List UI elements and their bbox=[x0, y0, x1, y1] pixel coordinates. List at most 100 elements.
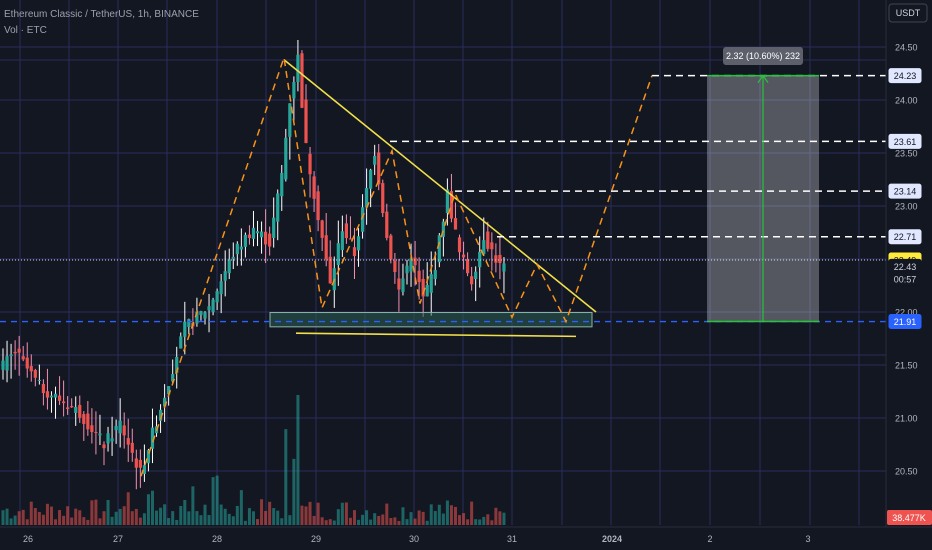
price-label: 23.14 bbox=[894, 187, 917, 197]
candle-body bbox=[393, 260, 397, 272]
volume-bar bbox=[401, 507, 405, 525]
volume-bar bbox=[219, 504, 223, 525]
candle-body bbox=[324, 235, 328, 260]
candle-body bbox=[352, 247, 357, 257]
candle bbox=[163, 384, 167, 422]
candle-body bbox=[433, 269, 437, 279]
candle-body bbox=[490, 242, 494, 250]
candle bbox=[397, 258, 401, 312]
candle-body bbox=[231, 256, 235, 259]
candle bbox=[215, 288, 219, 311]
candle bbox=[5, 340, 9, 383]
volume-bar bbox=[163, 504, 167, 525]
candle bbox=[126, 418, 130, 462]
candle-body bbox=[470, 276, 474, 285]
volume-value-label: 38.477K bbox=[892, 513, 926, 523]
volume-bar bbox=[272, 508, 276, 525]
candle-body bbox=[49, 395, 54, 398]
volume-bar bbox=[413, 518, 417, 525]
candle bbox=[328, 240, 332, 284]
candle-body bbox=[211, 299, 215, 312]
volume-label-bg bbox=[887, 510, 932, 525]
candle bbox=[33, 368, 37, 387]
volume-bar bbox=[17, 511, 21, 525]
candle bbox=[324, 213, 328, 267]
volume-bar bbox=[175, 519, 179, 525]
candle bbox=[122, 412, 126, 449]
volume-bar bbox=[316, 502, 320, 525]
volume-bar bbox=[296, 395, 300, 525]
candle-body bbox=[146, 450, 151, 464]
candle-body bbox=[37, 379, 41, 381]
candle bbox=[316, 185, 320, 232]
candle-body bbox=[53, 393, 58, 398]
candle-body bbox=[328, 256, 332, 284]
candle-body bbox=[134, 458, 138, 468]
candle bbox=[251, 210, 256, 247]
y-tick-label: 20.50 bbox=[895, 467, 918, 477]
candle bbox=[449, 173, 454, 223]
candle-body bbox=[288, 103, 292, 137]
price-label-bg bbox=[888, 229, 922, 245]
candle-body bbox=[150, 427, 155, 449]
candle bbox=[110, 416, 114, 456]
volume-bar bbox=[486, 514, 490, 525]
candle-body bbox=[90, 425, 94, 433]
candle bbox=[102, 441, 106, 466]
volume-bar bbox=[203, 504, 207, 525]
candle-body bbox=[57, 395, 62, 401]
candle-body bbox=[449, 191, 454, 219]
candle-body bbox=[316, 191, 320, 221]
candle-body bbox=[377, 152, 381, 185]
volume-bar bbox=[110, 516, 114, 525]
candle-body bbox=[179, 336, 183, 349]
candle-body bbox=[126, 438, 130, 445]
volume-bar bbox=[462, 513, 466, 525]
candle-body bbox=[320, 220, 324, 238]
candle-body bbox=[445, 189, 449, 214]
candle bbox=[470, 266, 474, 291]
volume-bar bbox=[260, 499, 264, 525]
price-label: 22.71 bbox=[894, 232, 917, 242]
candle bbox=[312, 171, 316, 213]
candle bbox=[41, 379, 45, 406]
candle-body bbox=[421, 278, 425, 297]
price-label: 24.23 bbox=[894, 71, 917, 81]
candle-body bbox=[441, 221, 445, 237]
volume-bar bbox=[78, 510, 82, 525]
candle bbox=[292, 76, 296, 121]
price-label-bg bbox=[888, 271, 922, 287]
candle bbox=[70, 398, 74, 408]
volume-bar bbox=[498, 511, 502, 525]
volume-bar bbox=[21, 509, 25, 525]
volume-bar bbox=[417, 510, 421, 525]
candle-body bbox=[215, 291, 219, 303]
candle bbox=[365, 168, 369, 225]
price-label: 22.43 bbox=[894, 262, 917, 272]
candle-body bbox=[466, 259, 470, 274]
candle bbox=[227, 248, 231, 280]
volume-bar bbox=[312, 515, 316, 525]
candle bbox=[284, 128, 288, 182]
volume-bar bbox=[33, 508, 37, 525]
candle bbox=[106, 426, 110, 452]
volume-bar bbox=[247, 508, 251, 525]
volume-bar bbox=[122, 506, 126, 525]
candle-body bbox=[425, 285, 429, 297]
volume-bar bbox=[300, 505, 304, 525]
candle bbox=[183, 301, 187, 355]
candle bbox=[57, 376, 62, 405]
candle bbox=[82, 411, 86, 441]
candle bbox=[21, 345, 25, 362]
candle bbox=[239, 228, 243, 266]
volume-bar bbox=[369, 519, 373, 525]
candle bbox=[356, 228, 361, 267]
candle bbox=[37, 364, 41, 385]
candle-body bbox=[401, 278, 405, 293]
volume-bar bbox=[344, 502, 348, 525]
volume-bar bbox=[320, 517, 324, 525]
volume-bar bbox=[474, 519, 478, 525]
x-tick-label: 26 bbox=[23, 534, 33, 544]
candle-body bbox=[284, 137, 288, 180]
